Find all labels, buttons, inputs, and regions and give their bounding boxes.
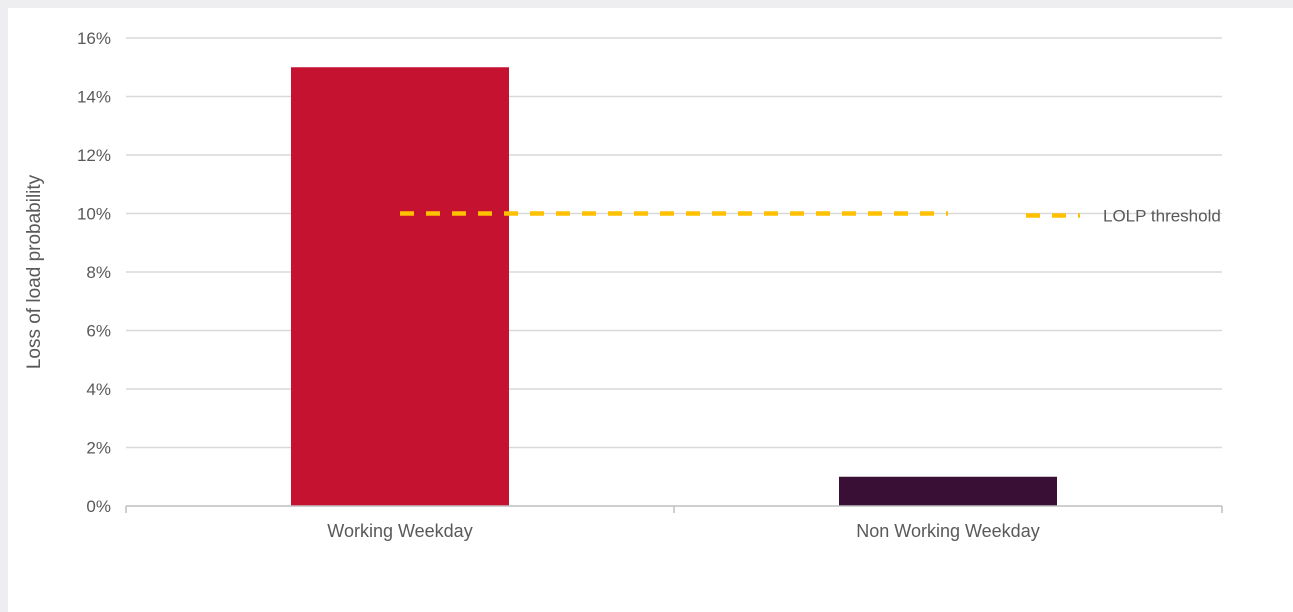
bar xyxy=(839,476,1057,506)
y-axis-title: Loss of load probability xyxy=(24,174,45,369)
bars xyxy=(291,67,1057,506)
y-tick-label: 12% xyxy=(77,146,111,165)
y-tick-label: 16% xyxy=(77,29,111,48)
axes xyxy=(125,505,1223,513)
gridlines xyxy=(126,37,1222,449)
y-tick-label: 10% xyxy=(77,205,111,224)
y-tick-label: 6% xyxy=(86,322,111,341)
legend: LOLP threshold xyxy=(1026,207,1221,226)
x-tick-label: Non Working Weekday xyxy=(856,521,1039,541)
bar-chart: 0% 2% 4% 6% 8% 10% 12% 14% 16% Working Weekday No… xyxy=(24,29,1223,541)
legend-label: LOLP threshold xyxy=(1103,207,1221,226)
x-tick-labels: Working Weekday Non Working Weekday xyxy=(327,521,1039,541)
y-tick-label: 8% xyxy=(86,263,111,282)
x-tick-label: Working Weekday xyxy=(327,521,472,541)
y-tick-label: 14% xyxy=(77,88,111,107)
y-tick-labels: 0% 2% 4% 6% 8% 10% 12% 14% 16% xyxy=(77,29,111,516)
y-tick-label: 4% xyxy=(86,380,111,399)
y-tick-label: 0% xyxy=(86,497,111,516)
chart-frame: 0% 2% 4% 6% 8% 10% 12% 14% 16% Working Weekday No… xyxy=(8,8,1293,612)
bar xyxy=(291,67,509,506)
y-tick-label: 2% xyxy=(86,439,111,458)
